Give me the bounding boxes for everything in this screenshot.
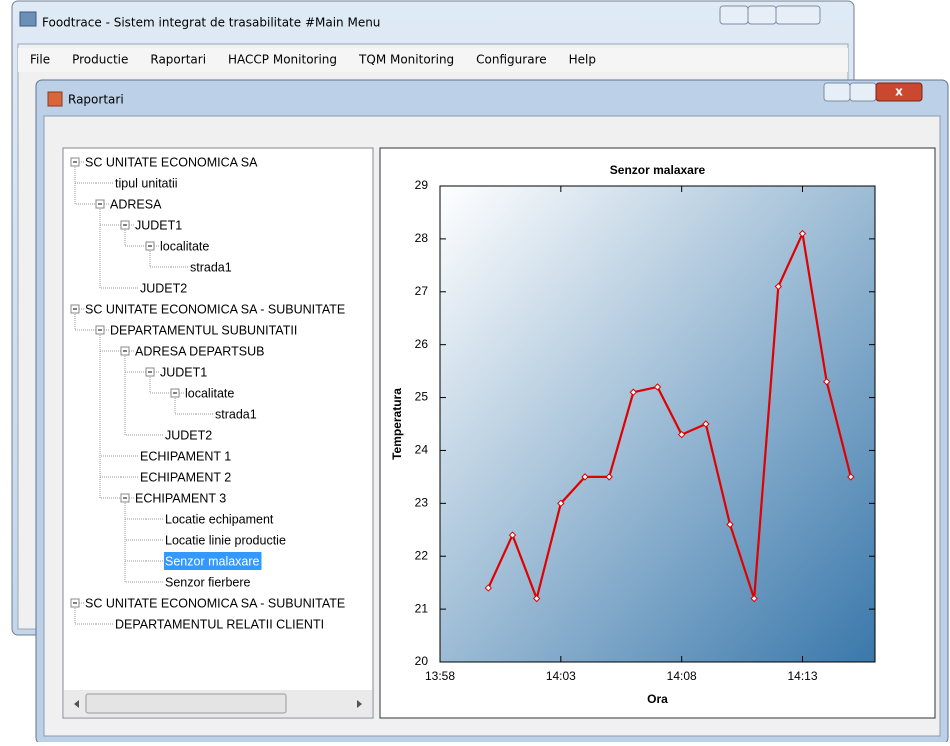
x-tick-label: 14:13 [787, 669, 817, 683]
data-point [726, 520, 734, 529]
y-tick-label: 22 [415, 548, 429, 562]
tree-line [74, 608, 96, 625]
data-point [532, 594, 541, 603]
tree-line [149, 377, 171, 394]
tree-label[interactable]: Locatie linie productie [165, 533, 286, 547]
tree-label[interactable]: SC UNITATE ECONOMICA SA - SUBUNITATE [85, 596, 345, 610]
plot-area [439, 185, 876, 663]
tree-label[interactable]: Locatie echipament [165, 512, 274, 526]
tree-line [74, 314, 96, 331]
y-tick-label: 23 [415, 496, 429, 510]
tree-label[interactable]: ECHIPAMENT 2 [140, 470, 231, 484]
menu-item[interactable]: File [30, 53, 50, 67]
tree-label[interactable]: Senzor malaxare [165, 554, 260, 568]
x-tick-label: 13:58 [425, 669, 455, 683]
x-tick-label: 14:03 [546, 669, 576, 683]
data-point [774, 282, 783, 291]
tree-label[interactable]: localitate [160, 239, 209, 253]
tree-label[interactable]: JUDET1 [160, 365, 207, 379]
tree-label[interactable]: DEPARTAMENTUL SUBUNITATII [110, 323, 297, 337]
tree-label[interactable]: tipul unitatii [115, 176, 178, 190]
tree-label[interactable]: ECHIPAMENT 3 [135, 491, 226, 505]
tree-line [149, 251, 171, 268]
tree-label[interactable]: strada1 [215, 407, 257, 421]
app-icon [19, 11, 37, 27]
menu-bar [18, 48, 848, 72]
menu-item[interactable]: Raportari [150, 53, 206, 67]
selection [164, 552, 262, 570]
tree-label[interactable]: Senzor fierbere [165, 575, 251, 589]
data-point [847, 473, 855, 481]
tree-view[interactable] [62, 147, 374, 719]
tree-line [74, 167, 96, 205]
menu-item[interactable]: HACCP Monitoring [228, 53, 337, 67]
y-tick-label: 28 [415, 231, 429, 245]
tree-label[interactable]: ECHIPAMENT 1 [140, 449, 231, 463]
data-line [487, 229, 852, 603]
data-point [702, 420, 710, 428]
tree-label[interactable]: JUDET2 [165, 428, 212, 442]
tree-line [124, 356, 146, 436]
tree-label[interactable]: localitate [185, 386, 234, 400]
tree-label[interactable]: ADRESA [110, 197, 162, 211]
h-scrollbar[interactable] [64, 690, 372, 717]
menu-item[interactable]: Configurare [476, 53, 546, 67]
window-buttons[interactable] [719, 5, 821, 25]
data-point [581, 473, 589, 481]
data-point [822, 377, 831, 386]
data-point [798, 229, 807, 238]
data-point [557, 499, 565, 508]
data-point [750, 594, 758, 603]
tree-line [99, 335, 121, 499]
window-title: Raportari [68, 93, 124, 107]
tree-line [124, 230, 146, 247]
tree-line [174, 398, 196, 415]
tree-line [99, 209, 121, 289]
app-icon [47, 91, 63, 107]
data-point [508, 531, 517, 539]
y-tick-label: 26 [415, 337, 429, 351]
y-axis-label: Temperatura [390, 388, 404, 460]
menu-item[interactable]: TQM Monitoring [358, 53, 454, 67]
menu-item[interactable]: Productie [72, 53, 128, 67]
tree-label[interactable]: SC UNITATE ECONOMICA SA [85, 155, 258, 169]
data-point [484, 584, 493, 592]
tree-label[interactable]: ADRESA DEPARTSUB [135, 344, 264, 358]
chart-title: Senzor malaxare [610, 163, 706, 177]
menu-item[interactable]: Help [569, 53, 596, 67]
y-tick-label: 27 [415, 284, 429, 298]
tree-line [124, 503, 146, 583]
data-point [677, 430, 686, 439]
report-window: Raportari x SC UNITATE ECONOMICA SA tipul… [35, 79, 949, 745]
y-tick-label: 21 [415, 601, 429, 615]
y-tick-label: 25 [415, 390, 429, 404]
y-tick-label: 24 [415, 443, 429, 457]
y-tick-label: 29 [415, 178, 429, 192]
data-point [653, 383, 662, 391]
tree-label[interactable]: JUDET2 [140, 281, 187, 295]
tree-label[interactable]: DEPARTAMENTUL RELATII CLIENTI [115, 617, 324, 631]
x-tick-label: 14:08 [667, 669, 697, 683]
x-axis-label: Ora [647, 692, 668, 706]
tree-label[interactable]: JUDET1 [135, 218, 182, 232]
tree-label[interactable]: SC UNITATE ECONOMICA SA - SUBUNITATE [85, 302, 345, 316]
data-point [605, 473, 613, 481]
tree-label[interactable]: strada1 [190, 260, 232, 274]
window-buttons[interactable]: x [823, 82, 923, 102]
y-tick-label: 20 [415, 654, 429, 668]
data-point [629, 388, 638, 396]
window-title: Foodtrace - Sistem integrat de trasabili… [42, 16, 380, 30]
svg-text:x: x [895, 85, 903, 99]
